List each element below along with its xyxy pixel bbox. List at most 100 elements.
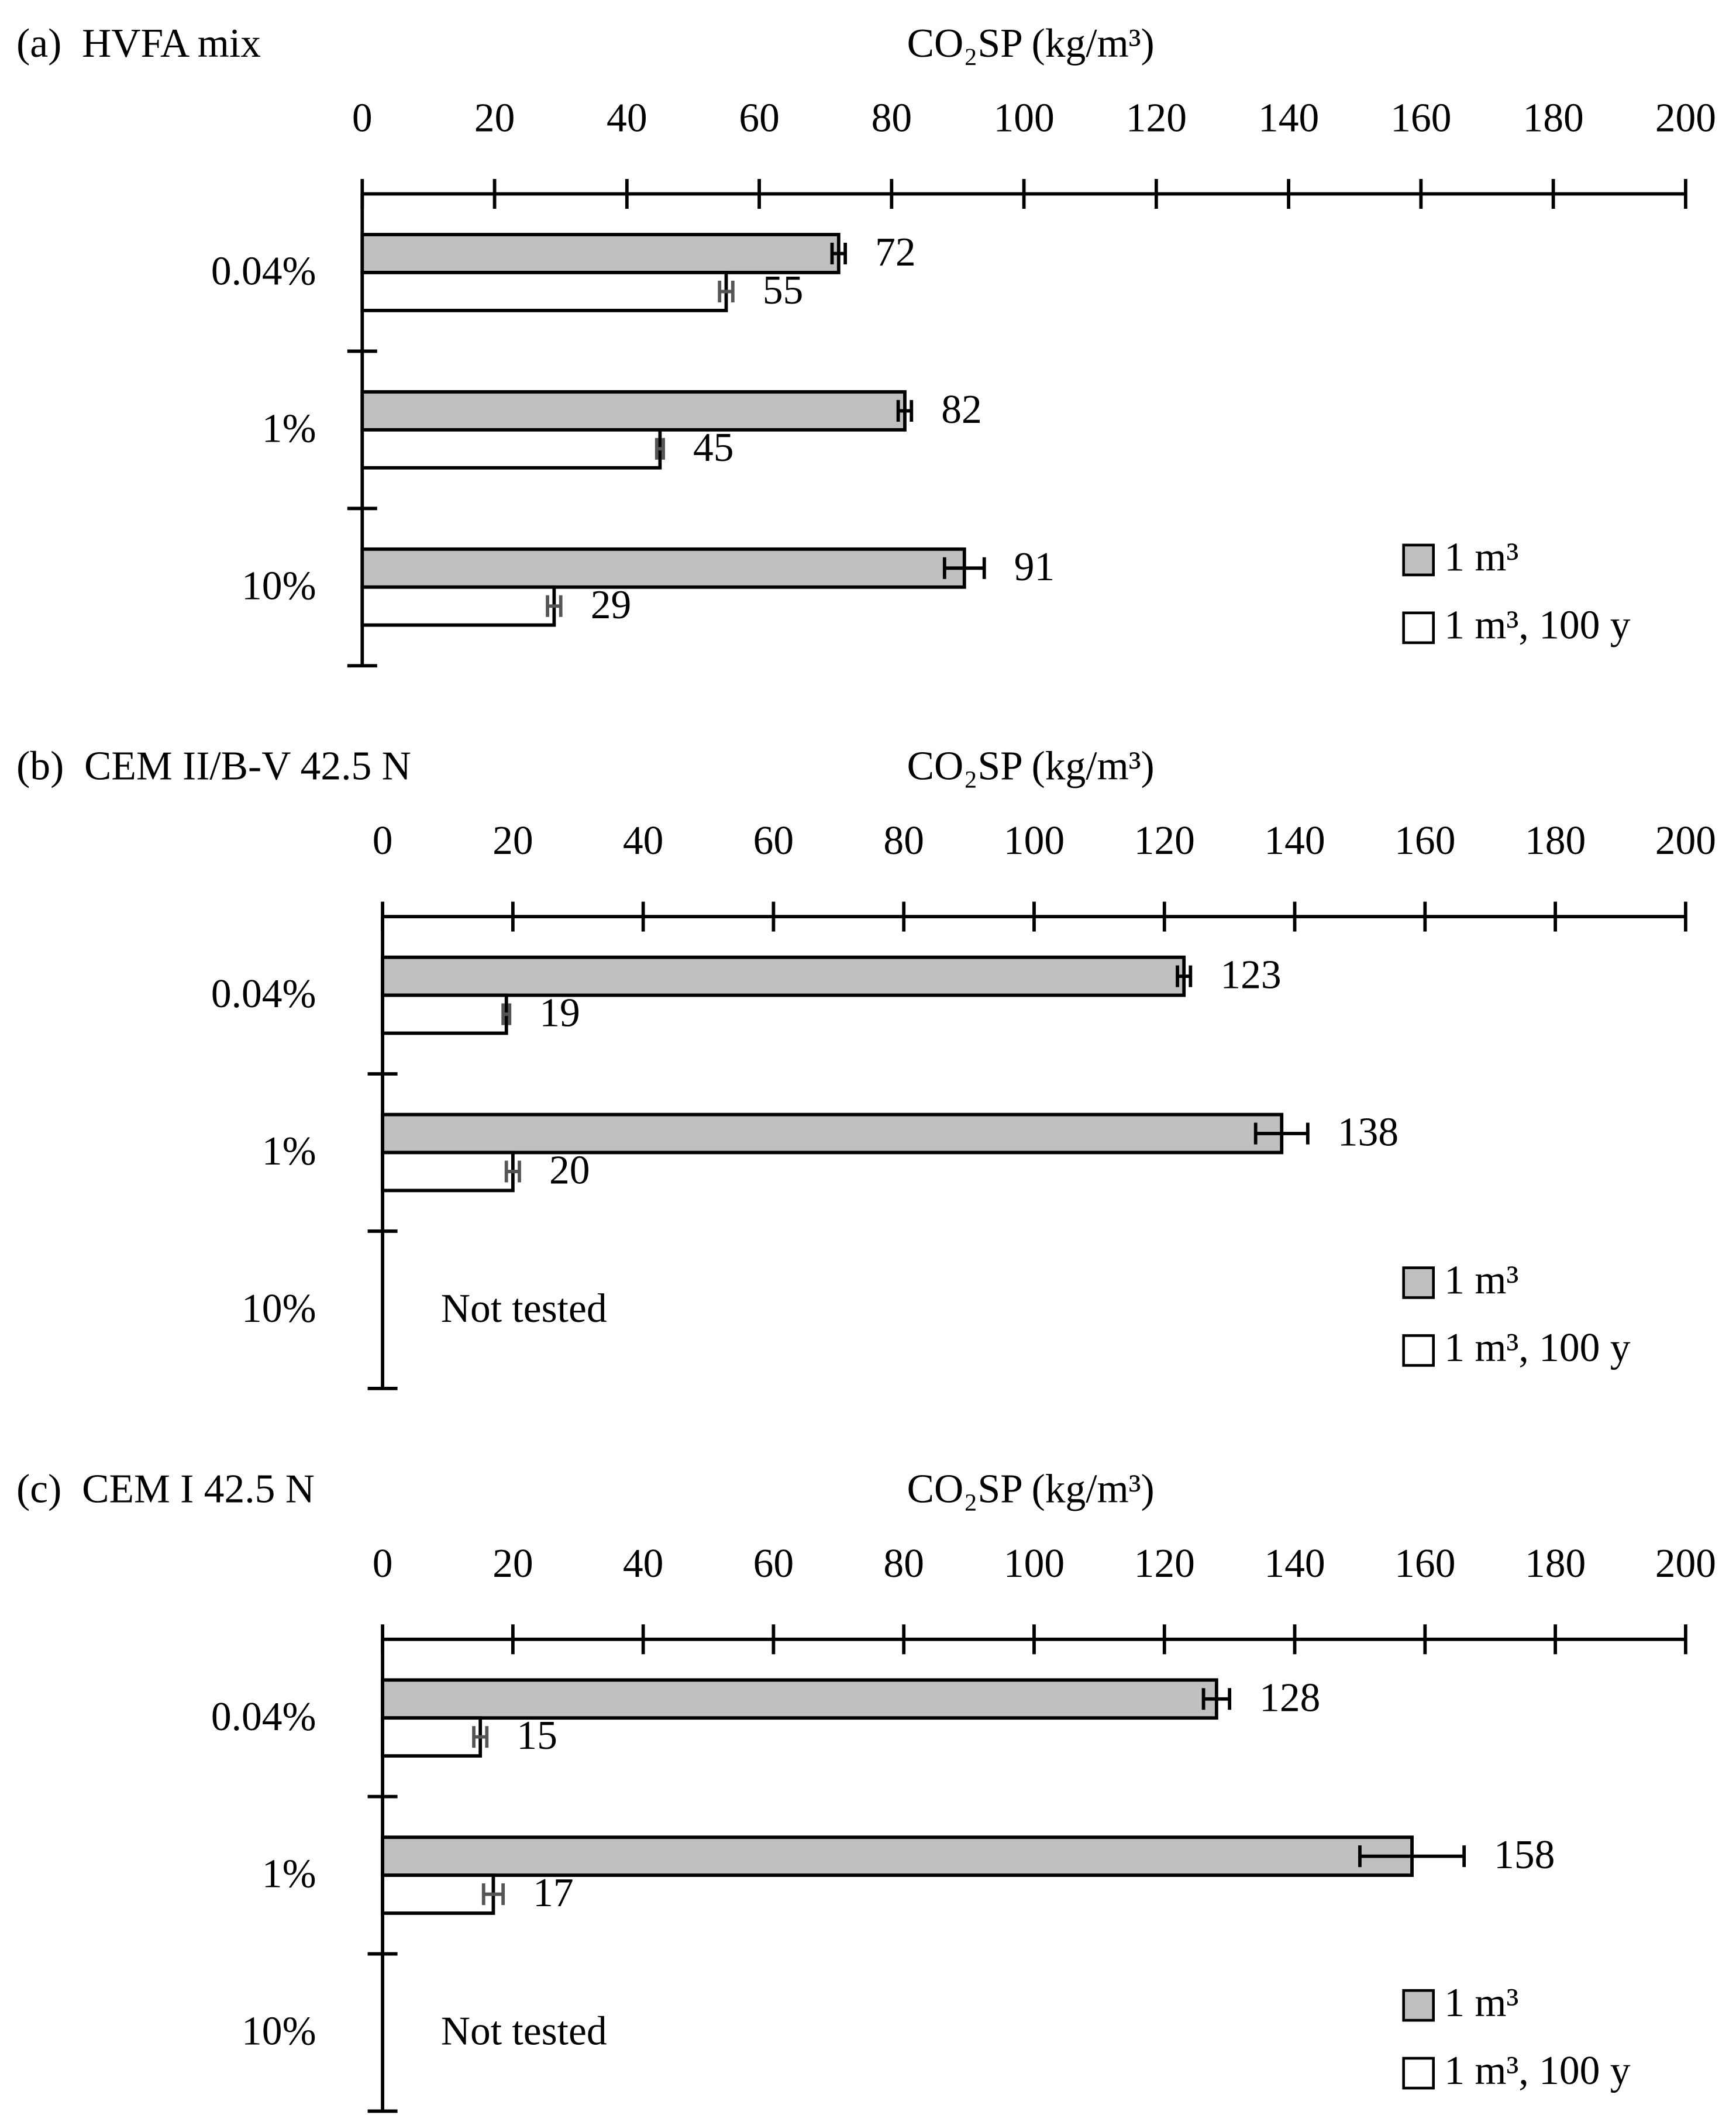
x-tick-label: 160 bbox=[1394, 1541, 1455, 1586]
error-bar bbox=[942, 557, 986, 579]
x-tick-label: 160 bbox=[1390, 96, 1451, 141]
value-label: 19 bbox=[539, 991, 580, 1036]
value-label: 123 bbox=[1220, 953, 1281, 998]
x-tick-label: 60 bbox=[753, 1541, 794, 1586]
bar bbox=[381, 1716, 483, 1758]
y-tick-label: 1% bbox=[262, 1852, 316, 1897]
value-label: 15 bbox=[516, 1713, 557, 1758]
error-bar bbox=[504, 1160, 521, 1183]
y-tick-label: 0.04% bbox=[211, 1694, 316, 1739]
y-tick-label: 10% bbox=[242, 563, 316, 608]
x-axis-label: CO₂SP (kg/m³) bbox=[907, 21, 1155, 66]
error-bar bbox=[546, 595, 563, 617]
x-tick-label: 120 bbox=[1134, 818, 1195, 863]
error-bar bbox=[1201, 1688, 1232, 1710]
bar bbox=[360, 271, 728, 312]
value-label: 158 bbox=[1494, 1832, 1555, 1878]
error-bar bbox=[830, 242, 848, 265]
legend-label: 1 m³ bbox=[1444, 1258, 1518, 1303]
error-bar bbox=[1358, 1845, 1466, 1868]
y-tick-label: 0.04% bbox=[211, 249, 316, 294]
legend-label: 1 m³, 100 y bbox=[1444, 2048, 1631, 2093]
x-tick-label: 140 bbox=[1264, 1541, 1325, 1586]
x-tick-label: 160 bbox=[1394, 818, 1455, 863]
x-tick-label: 100 bbox=[993, 96, 1054, 141]
error-bar bbox=[896, 399, 914, 422]
legend-label: 1 m³ bbox=[1444, 535, 1518, 580]
x-tick-label: 60 bbox=[753, 818, 794, 863]
bar bbox=[381, 1112, 1284, 1155]
x-tick-label: 20 bbox=[492, 818, 533, 863]
legend-swatch bbox=[1402, 1266, 1435, 1299]
y-tick-label: 0.04% bbox=[211, 972, 316, 1017]
value-label: 82 bbox=[941, 387, 982, 432]
legend-swatch bbox=[1402, 1334, 1435, 1367]
x-tick-label: 180 bbox=[1525, 818, 1586, 863]
x-axis-label: CO₂SP (kg/m³) bbox=[907, 1466, 1155, 1511]
x-tick-label: 180 bbox=[1523, 96, 1583, 141]
bar bbox=[381, 1835, 1414, 1877]
annotation: Not tested bbox=[441, 2009, 607, 2054]
x-tick-label: 40 bbox=[607, 96, 647, 141]
value-label: 45 bbox=[693, 425, 734, 470]
x-tick-label: 80 bbox=[883, 818, 924, 863]
value-label: 72 bbox=[875, 230, 916, 275]
bar bbox=[381, 1150, 515, 1193]
error-bar bbox=[1176, 965, 1193, 987]
x-tick-label: 140 bbox=[1264, 818, 1325, 863]
y-tick-label: 10% bbox=[242, 1286, 316, 1331]
bar bbox=[360, 585, 556, 627]
error-bar bbox=[1253, 1122, 1310, 1145]
value-label: 128 bbox=[1259, 1675, 1320, 1720]
value-label: 55 bbox=[763, 268, 804, 313]
value-label: 138 bbox=[1338, 1110, 1399, 1155]
x-tick-label: 0 bbox=[373, 1541, 393, 1586]
error-bar bbox=[501, 1003, 512, 1025]
x-tick-label: 120 bbox=[1126, 96, 1187, 141]
x-tick-label: 0 bbox=[352, 96, 373, 141]
legend-swatch bbox=[1402, 1989, 1435, 2022]
bar bbox=[360, 233, 841, 274]
legend-label: 1 m³, 100 y bbox=[1444, 603, 1631, 648]
bar bbox=[381, 1678, 1218, 1720]
error-bar bbox=[481, 1883, 505, 1906]
x-axis-label: CO₂SP (kg/m³) bbox=[907, 744, 1155, 789]
y-tick-label: 10% bbox=[242, 2009, 316, 2054]
x-tick-label: 40 bbox=[623, 818, 664, 863]
chart-title: (c) CEM I 42.5 N bbox=[16, 1466, 315, 1511]
x-tick-label: 40 bbox=[623, 1541, 664, 1586]
y-tick-label: 1% bbox=[262, 1129, 316, 1174]
chart-title: (b) CEM II/B-V 42.5 N bbox=[16, 744, 411, 789]
x-tick-label: 20 bbox=[474, 96, 515, 141]
bar bbox=[381, 993, 508, 1035]
error-bar bbox=[472, 1726, 489, 1748]
x-tick-label: 140 bbox=[1258, 96, 1319, 141]
annotation: Not tested bbox=[441, 1286, 607, 1331]
legend-swatch bbox=[1402, 611, 1435, 645]
x-tick-label: 200 bbox=[1655, 1541, 1716, 1586]
bar bbox=[381, 955, 1186, 997]
bar bbox=[360, 390, 907, 432]
x-tick-label: 200 bbox=[1655, 96, 1716, 141]
x-tick-label: 100 bbox=[1004, 1541, 1065, 1586]
x-tick-label: 100 bbox=[1004, 818, 1065, 863]
chart-title: (a) HVFA mix bbox=[16, 21, 261, 66]
bar bbox=[360, 428, 662, 470]
legend-label: 1 m³ bbox=[1444, 1980, 1518, 2025]
x-tick-label: 0 bbox=[373, 818, 393, 863]
x-tick-label: 180 bbox=[1525, 1541, 1586, 1586]
legend-label: 1 m³, 100 y bbox=[1444, 1325, 1631, 1370]
bar bbox=[360, 547, 966, 589]
error-bar bbox=[718, 280, 735, 302]
value-label: 20 bbox=[549, 1148, 590, 1193]
error-bar bbox=[655, 438, 665, 460]
x-tick-label: 80 bbox=[872, 96, 912, 141]
x-tick-label: 20 bbox=[492, 1541, 533, 1586]
x-tick-label: 200 bbox=[1655, 818, 1716, 863]
value-label: 91 bbox=[1014, 545, 1055, 590]
legend-swatch bbox=[1402, 543, 1435, 577]
x-tick-label: 80 bbox=[883, 1541, 924, 1586]
value-label: 17 bbox=[533, 1870, 574, 1916]
